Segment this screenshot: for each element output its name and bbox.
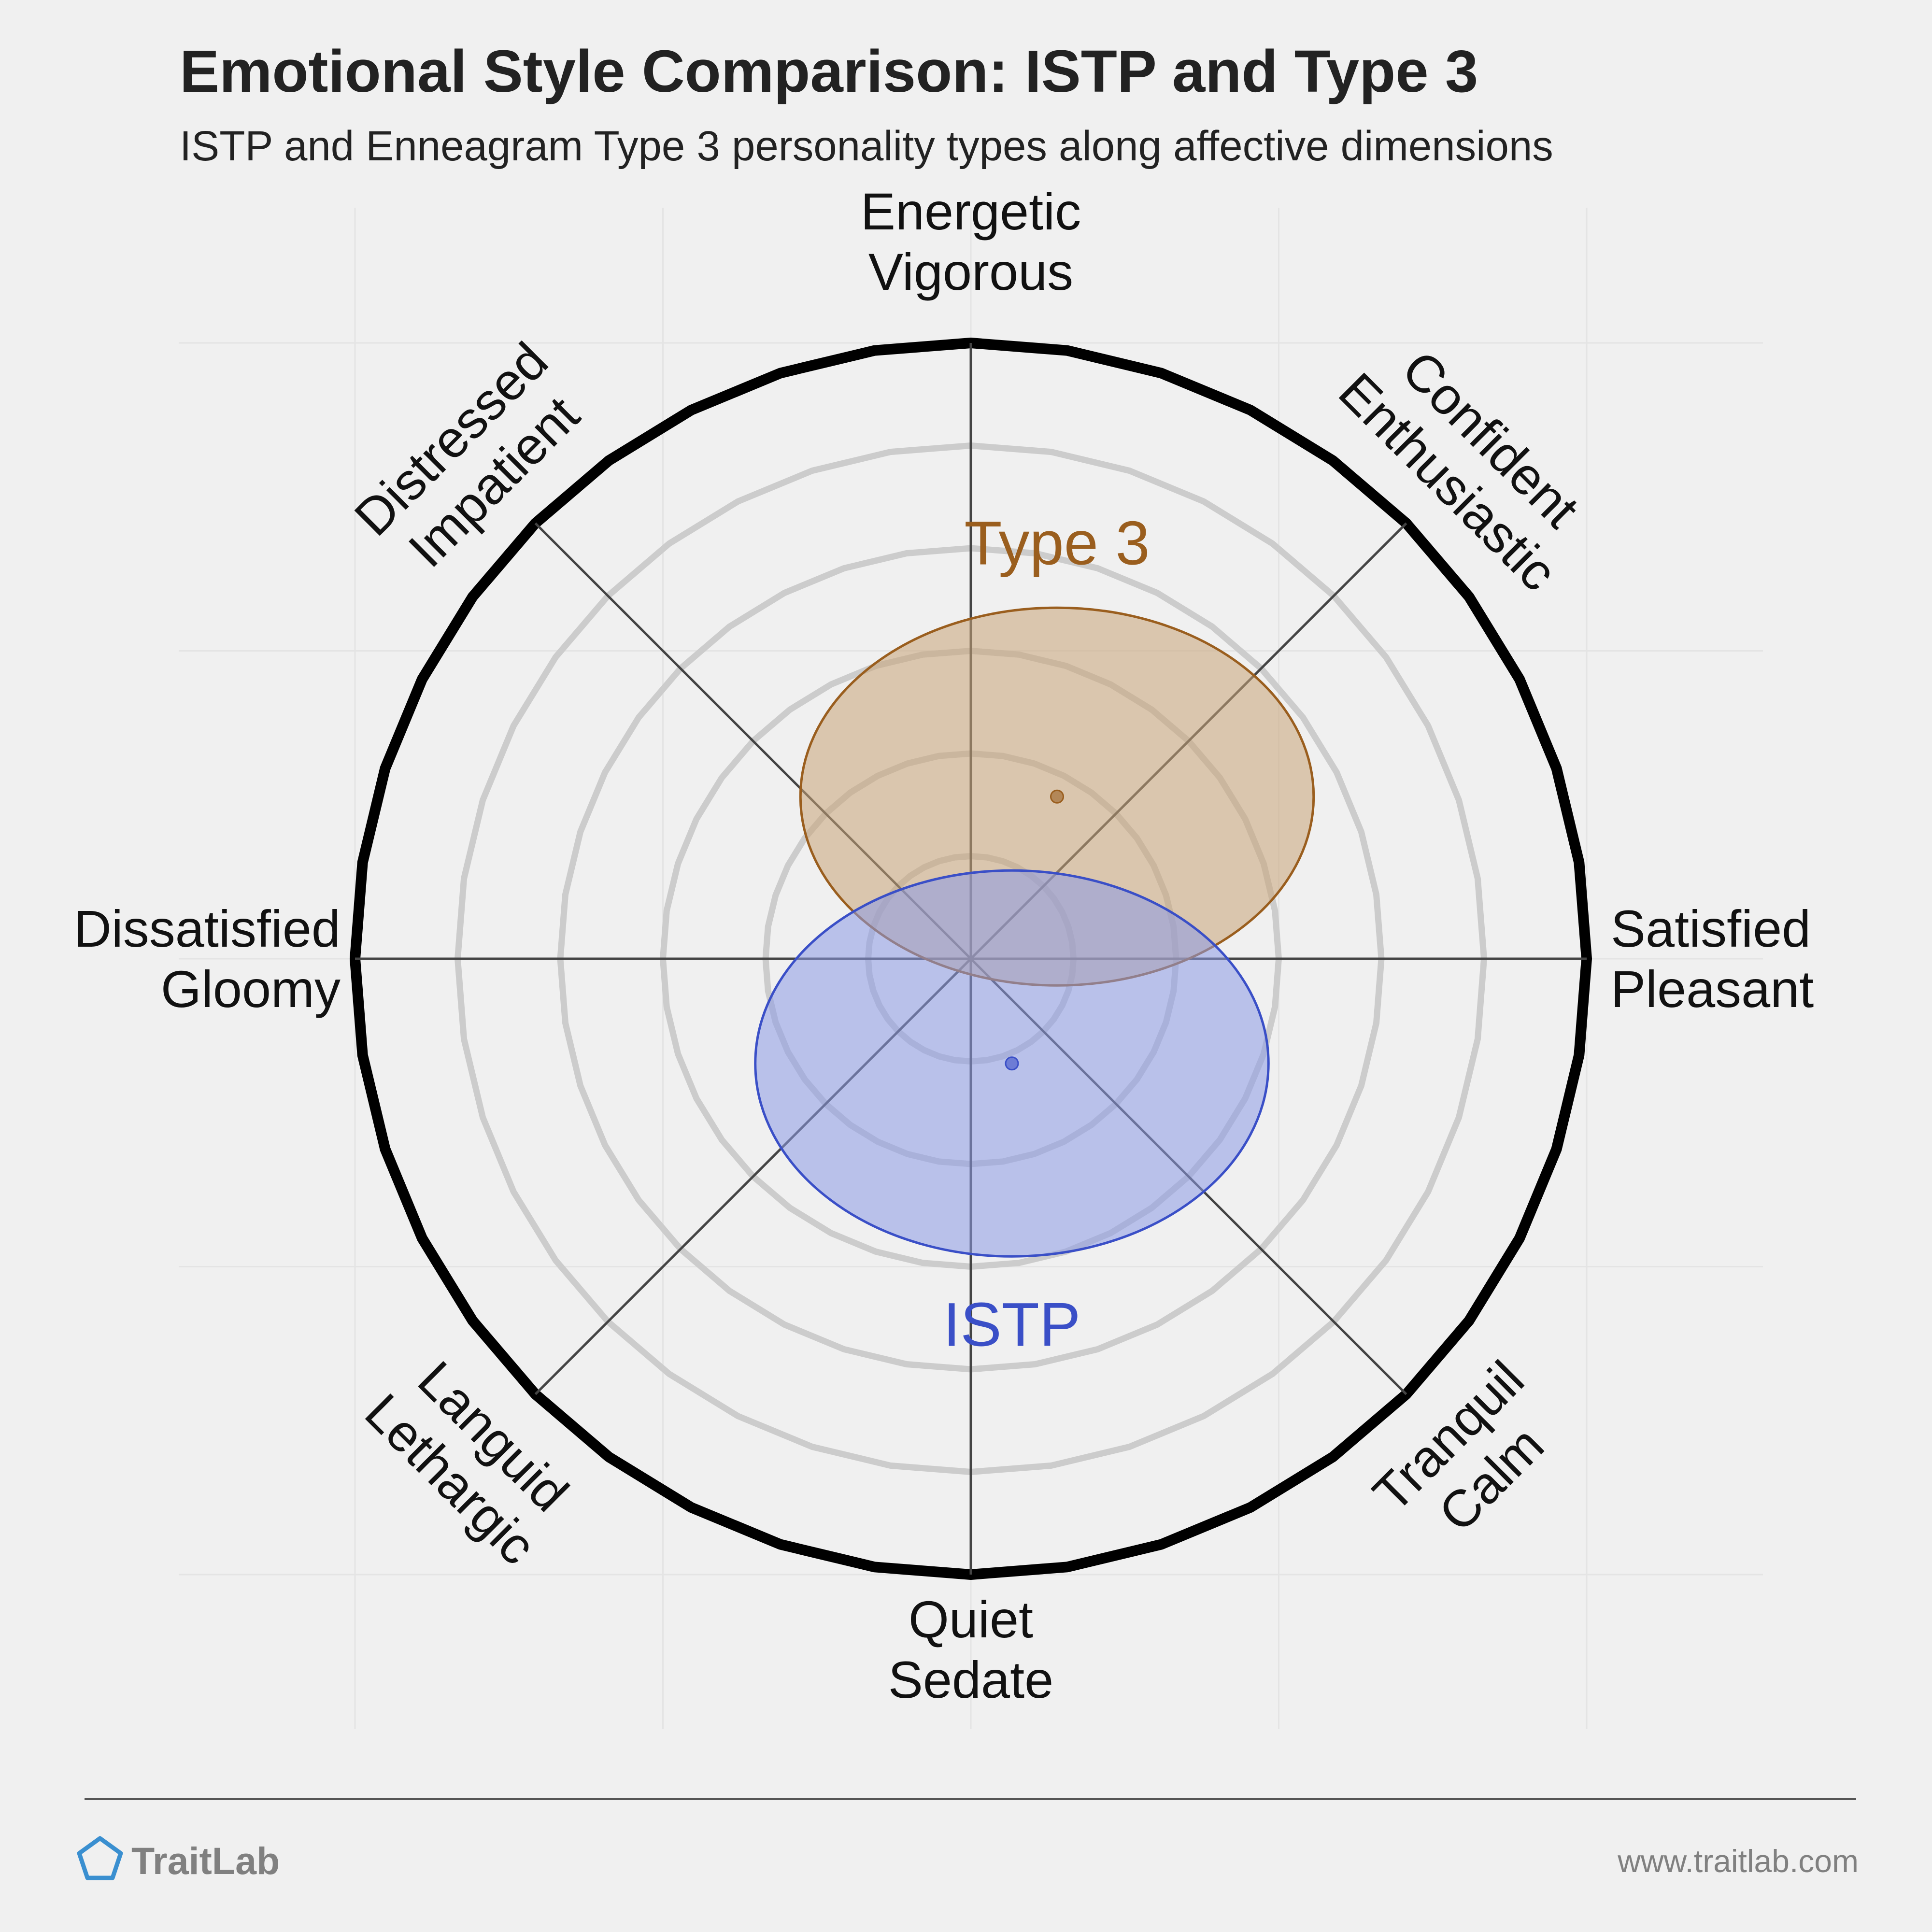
- footer-url: www.traitlab.com: [1617, 1843, 1859, 1879]
- axis-label-line: Energetic: [861, 182, 1081, 241]
- footer-brand: TraitLab: [131, 1839, 280, 1882]
- axis-label-line: Satisfied: [1611, 899, 1811, 958]
- istp-series-label: ISTP: [943, 1290, 1081, 1359]
- istp-center-point: [1005, 1056, 1019, 1071]
- axis-label-line: Dissatisfied: [74, 899, 341, 958]
- series: Type 3 ISTP: [754, 509, 1315, 1359]
- type-3-series-label: Type 3: [964, 509, 1150, 578]
- axis-label-line: Vigorous: [868, 242, 1073, 301]
- type-3-center-point: [1050, 789, 1064, 804]
- axis-label-line: Gloomy: [161, 960, 341, 1018]
- pentagon-logo-icon: [77, 1836, 123, 1880]
- chart-subtitle: ISTP and Enneagram Type 3 personality ty…: [180, 123, 1553, 170]
- axis-label-line: Pleasant: [1611, 960, 1814, 1018]
- chart-title: Emotional Style Comparison: ISTP and Typ…: [180, 39, 1478, 105]
- axis-label-line: Quiet: [909, 1590, 1033, 1648]
- axis-label-line: Sedate: [888, 1650, 1053, 1709]
